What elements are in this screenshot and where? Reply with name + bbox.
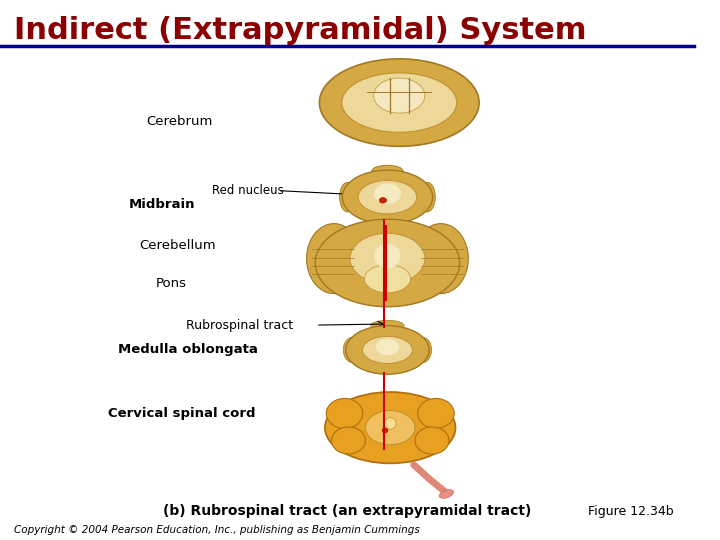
Text: Pons: Pons: [156, 277, 187, 290]
Ellipse shape: [307, 224, 361, 294]
Text: Rubrospinal tract: Rubrospinal tract: [186, 319, 293, 332]
Text: Red nucleus: Red nucleus: [212, 184, 284, 197]
Ellipse shape: [362, 336, 413, 363]
Ellipse shape: [408, 62, 424, 74]
Ellipse shape: [451, 112, 467, 124]
Ellipse shape: [451, 82, 467, 93]
Ellipse shape: [413, 224, 468, 294]
Text: Midbrain: Midbrain: [128, 198, 195, 211]
Ellipse shape: [358, 180, 417, 214]
Ellipse shape: [332, 112, 348, 124]
Ellipse shape: [350, 233, 425, 284]
Ellipse shape: [371, 320, 404, 331]
Text: Cerebellum: Cerebellum: [139, 239, 215, 252]
Ellipse shape: [332, 82, 348, 93]
Ellipse shape: [346, 326, 429, 374]
Ellipse shape: [349, 124, 365, 136]
Ellipse shape: [374, 78, 425, 113]
Ellipse shape: [433, 69, 449, 81]
Text: Cervical spinal cord: Cervical spinal cord: [107, 407, 255, 420]
Ellipse shape: [374, 131, 390, 143]
Ellipse shape: [376, 339, 399, 355]
Ellipse shape: [415, 427, 449, 454]
Ellipse shape: [384, 418, 396, 429]
Ellipse shape: [349, 69, 365, 81]
Ellipse shape: [379, 198, 387, 203]
Ellipse shape: [364, 265, 410, 293]
Ellipse shape: [325, 392, 456, 463]
Text: Medulla oblongata: Medulla oblongata: [118, 343, 258, 356]
Ellipse shape: [374, 62, 390, 74]
Text: Copyright © 2004 Pearson Education, Inc., publishing as Benjamin Cummings: Copyright © 2004 Pearson Education, Inc.…: [14, 524, 420, 535]
Ellipse shape: [320, 59, 479, 146]
Text: (b) Rubrospinal tract (an extrapyramidal tract): (b) Rubrospinal tract (an extrapyramidal…: [163, 504, 531, 518]
Ellipse shape: [374, 244, 400, 268]
Ellipse shape: [419, 183, 436, 212]
Ellipse shape: [366, 410, 415, 445]
Ellipse shape: [413, 338, 431, 362]
Ellipse shape: [342, 73, 456, 132]
Ellipse shape: [340, 183, 356, 212]
Ellipse shape: [382, 428, 388, 434]
Ellipse shape: [326, 399, 363, 428]
Ellipse shape: [408, 131, 424, 143]
Ellipse shape: [374, 184, 401, 204]
Ellipse shape: [439, 490, 454, 498]
Ellipse shape: [343, 338, 361, 362]
Ellipse shape: [325, 97, 342, 109]
Ellipse shape: [418, 399, 454, 428]
Text: Indirect (Extrapyramidal) System: Indirect (Extrapyramidal) System: [14, 16, 586, 45]
Ellipse shape: [342, 170, 433, 224]
Ellipse shape: [331, 427, 366, 454]
Ellipse shape: [372, 165, 403, 177]
Ellipse shape: [315, 219, 459, 307]
Text: Cerebrum: Cerebrum: [146, 115, 212, 128]
Text: Figure 12.34b: Figure 12.34b: [588, 505, 673, 518]
Ellipse shape: [456, 97, 473, 109]
Ellipse shape: [433, 124, 449, 136]
